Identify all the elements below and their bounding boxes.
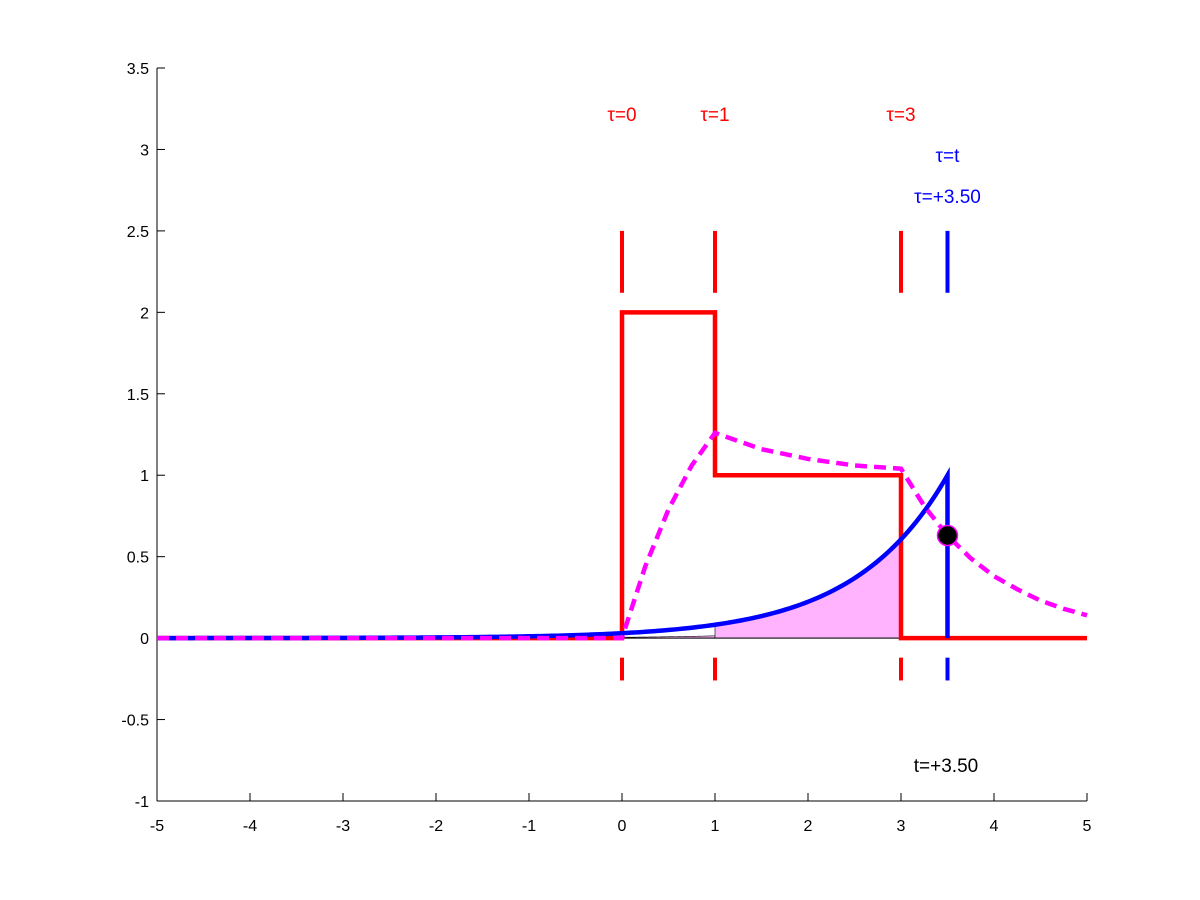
marker-label-0: τ=0 <box>607 105 636 126</box>
y-tick-label: -0.5 <box>121 713 149 730</box>
overlap-area <box>621 538 902 639</box>
y-tick-label: 3.5 <box>127 61 149 78</box>
y-tick-label: 1.5 <box>127 387 149 404</box>
y-tick-label: 0 <box>140 631 149 648</box>
overlap-fill-segment-1 <box>714 538 902 639</box>
x-tick-label: -2 <box>429 818 443 835</box>
x-tick-label: 4 <box>990 818 999 835</box>
time-label: t=+3.50 <box>914 756 978 777</box>
marker-label-2: τ=3 <box>886 105 915 126</box>
y-tick-label: 1 <box>140 468 149 485</box>
y-tick-label: 0.5 <box>127 550 149 567</box>
output-line <box>157 430 1088 641</box>
kernel-line <box>156 466 950 641</box>
x-tick-label: -5 <box>150 818 164 835</box>
x-tick-label: -1 <box>522 818 536 835</box>
annotations: τ=0 τ=1 τ=3 τ=t τ=+3.50 t=+3.50 <box>607 105 980 777</box>
x-tick-label: -4 <box>243 818 257 835</box>
y-tick-label: -1 <box>135 794 149 811</box>
input-signal-line <box>157 310 1087 641</box>
marker-sublabel-3: τ=+3.50 <box>914 187 981 208</box>
x-tick-label: 1 <box>711 818 720 835</box>
x-tick-label: -3 <box>336 818 350 835</box>
marker-label-3: τ=t <box>936 146 961 167</box>
x-tick-label: 0 <box>618 818 627 835</box>
y-tick-label: 3 <box>140 142 149 159</box>
axes: -5 -4 -3 -2 -1 0 1 2 3 4 5 -1 -0.5 0 0.5 1 1.5 2 2.5 3 3.5 <box>121 61 1091 835</box>
marker-label-1: τ=1 <box>700 105 729 126</box>
guide-lines <box>620 230 950 681</box>
x-tick-label: 3 <box>897 818 906 835</box>
current-output-marker <box>936 524 959 547</box>
y-tick-label: 2.5 <box>127 224 149 241</box>
y-tick-label: 2 <box>140 305 149 322</box>
overlap-fill-segment-0 <box>621 635 716 639</box>
x-tick-label: 5 <box>1083 818 1092 835</box>
x-tick-label: 2 <box>804 818 813 835</box>
series <box>156 310 1088 641</box>
